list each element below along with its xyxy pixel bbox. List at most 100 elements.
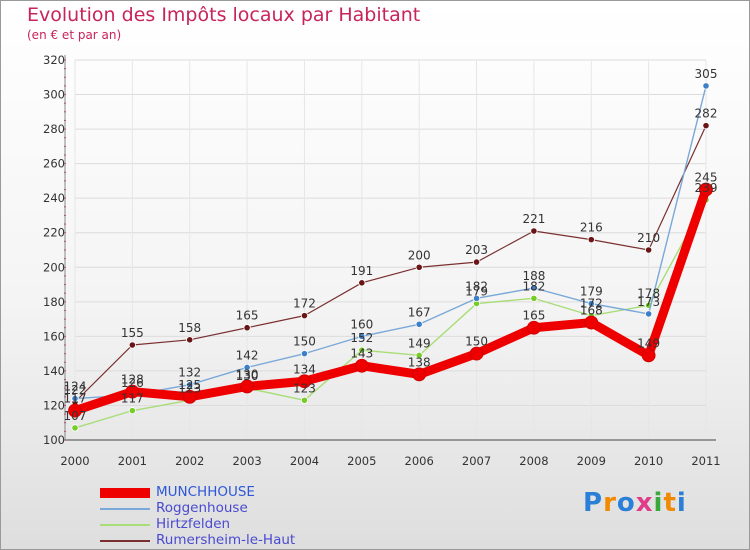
data-point [415,351,423,359]
legend-label: Roggenhouse [156,500,248,516]
logo-letter: r [603,488,617,518]
data-label: 172 [580,297,603,311]
y-tick-label: 100 [43,433,65,447]
data-label: 122 [64,383,87,397]
data-point [472,258,481,266]
data-point [243,324,251,332]
series-line-munchhouse [70,185,711,416]
data-label: 132 [178,366,201,380]
data-label: 123 [178,381,201,395]
data-label: 221 [522,212,545,226]
chart-title: Evolution des Impôts locaux par Habitant [27,4,421,26]
data-point [641,348,656,363]
data-point [300,312,309,320]
data-label: 149 [637,336,660,350]
data-point [358,279,366,287]
data-label: 142 [236,348,259,362]
series-line-rumersheim-le-haut [74,125,707,403]
x-tick-label: 2007 [462,454,491,468]
data-point [300,396,309,404]
data-point [645,310,653,318]
data-point [702,122,710,130]
chart-subtitle: (en € et par an) [27,28,122,42]
data-label: 182 [465,279,488,293]
x-tick-label: 2011 [691,454,720,468]
data-label: 125 [178,378,201,392]
legend-swatch [100,524,150,526]
data-point [240,379,254,394]
data-label: 165 [236,309,259,323]
data-label: 188 [522,269,545,283]
data-point [587,236,595,244]
data-label: 179 [580,285,603,299]
data-label: 123 [293,381,316,395]
y-tick-label: 140 [43,364,65,378]
data-label: 239 [695,181,718,195]
data-label: 191 [350,264,373,278]
logo-letter: i [676,488,687,518]
data-point [358,346,366,354]
proxiti-logo: Proxiti [583,488,687,518]
data-label: 200 [408,248,431,262]
legend-swatch [100,508,150,510]
data-point [71,424,79,432]
legend-label: MUNCHHOUSE [156,484,255,500]
legend-swatch [100,488,150,498]
data-label: 152 [350,331,373,345]
data-label: 167 [408,305,431,319]
data-label: 149 [408,336,431,350]
y-tick-label: 200 [43,260,65,274]
data-label: 130 [236,369,259,383]
logo-letter: t [663,488,677,518]
legend-label: Hirtzfelden [156,516,231,532]
data-label: 124 [64,380,87,394]
data-label: 117 [64,392,87,406]
y-tick-label: 320 [43,53,65,67]
data-label: 128 [121,373,144,387]
data-label: 150 [465,335,488,349]
x-tick-label: 2008 [519,454,548,468]
data-point [125,384,140,399]
data-point [530,227,538,235]
data-label: 182 [522,279,545,293]
data-label: 158 [178,321,201,335]
data-point [584,315,599,330]
data-label: 150 [293,335,316,349]
y-tick-label: 240 [43,191,65,205]
x-tick-label: 2009 [577,454,606,468]
data-point [472,294,481,302]
data-label: 107 [64,409,87,423]
data-point [128,341,136,349]
data-point [587,299,595,308]
series-line-roggenhouse [74,85,707,400]
data-point [530,284,538,292]
data-label: 160 [350,317,373,331]
data-label: 138 [408,355,431,369]
data-label: 126 [121,376,144,390]
data-label: 210 [637,231,660,245]
data-label: 282 [695,107,718,121]
data-point [412,367,427,382]
y-tick-label: 220 [43,226,65,240]
y-tick-label: 300 [43,88,65,102]
logo-letter: x [635,488,654,518]
data-point [530,294,538,302]
data-point [186,381,194,389]
y-tick-label: 280 [43,122,65,136]
data-label: 173 [637,295,660,309]
data-point [415,263,423,271]
data-label: 172 [293,297,316,311]
x-tick-label: 2002 [175,454,204,468]
data-point [699,182,713,197]
data-label: 143 [350,347,373,361]
series-line-hirtzfelden [74,199,707,429]
y-tick-label: 160 [43,329,65,343]
data-label: 203 [465,243,488,257]
data-point [645,246,653,254]
data-label: 117 [121,392,144,406]
logo-letter: P [583,488,604,518]
data-point [358,332,366,340]
data-point [68,403,82,418]
